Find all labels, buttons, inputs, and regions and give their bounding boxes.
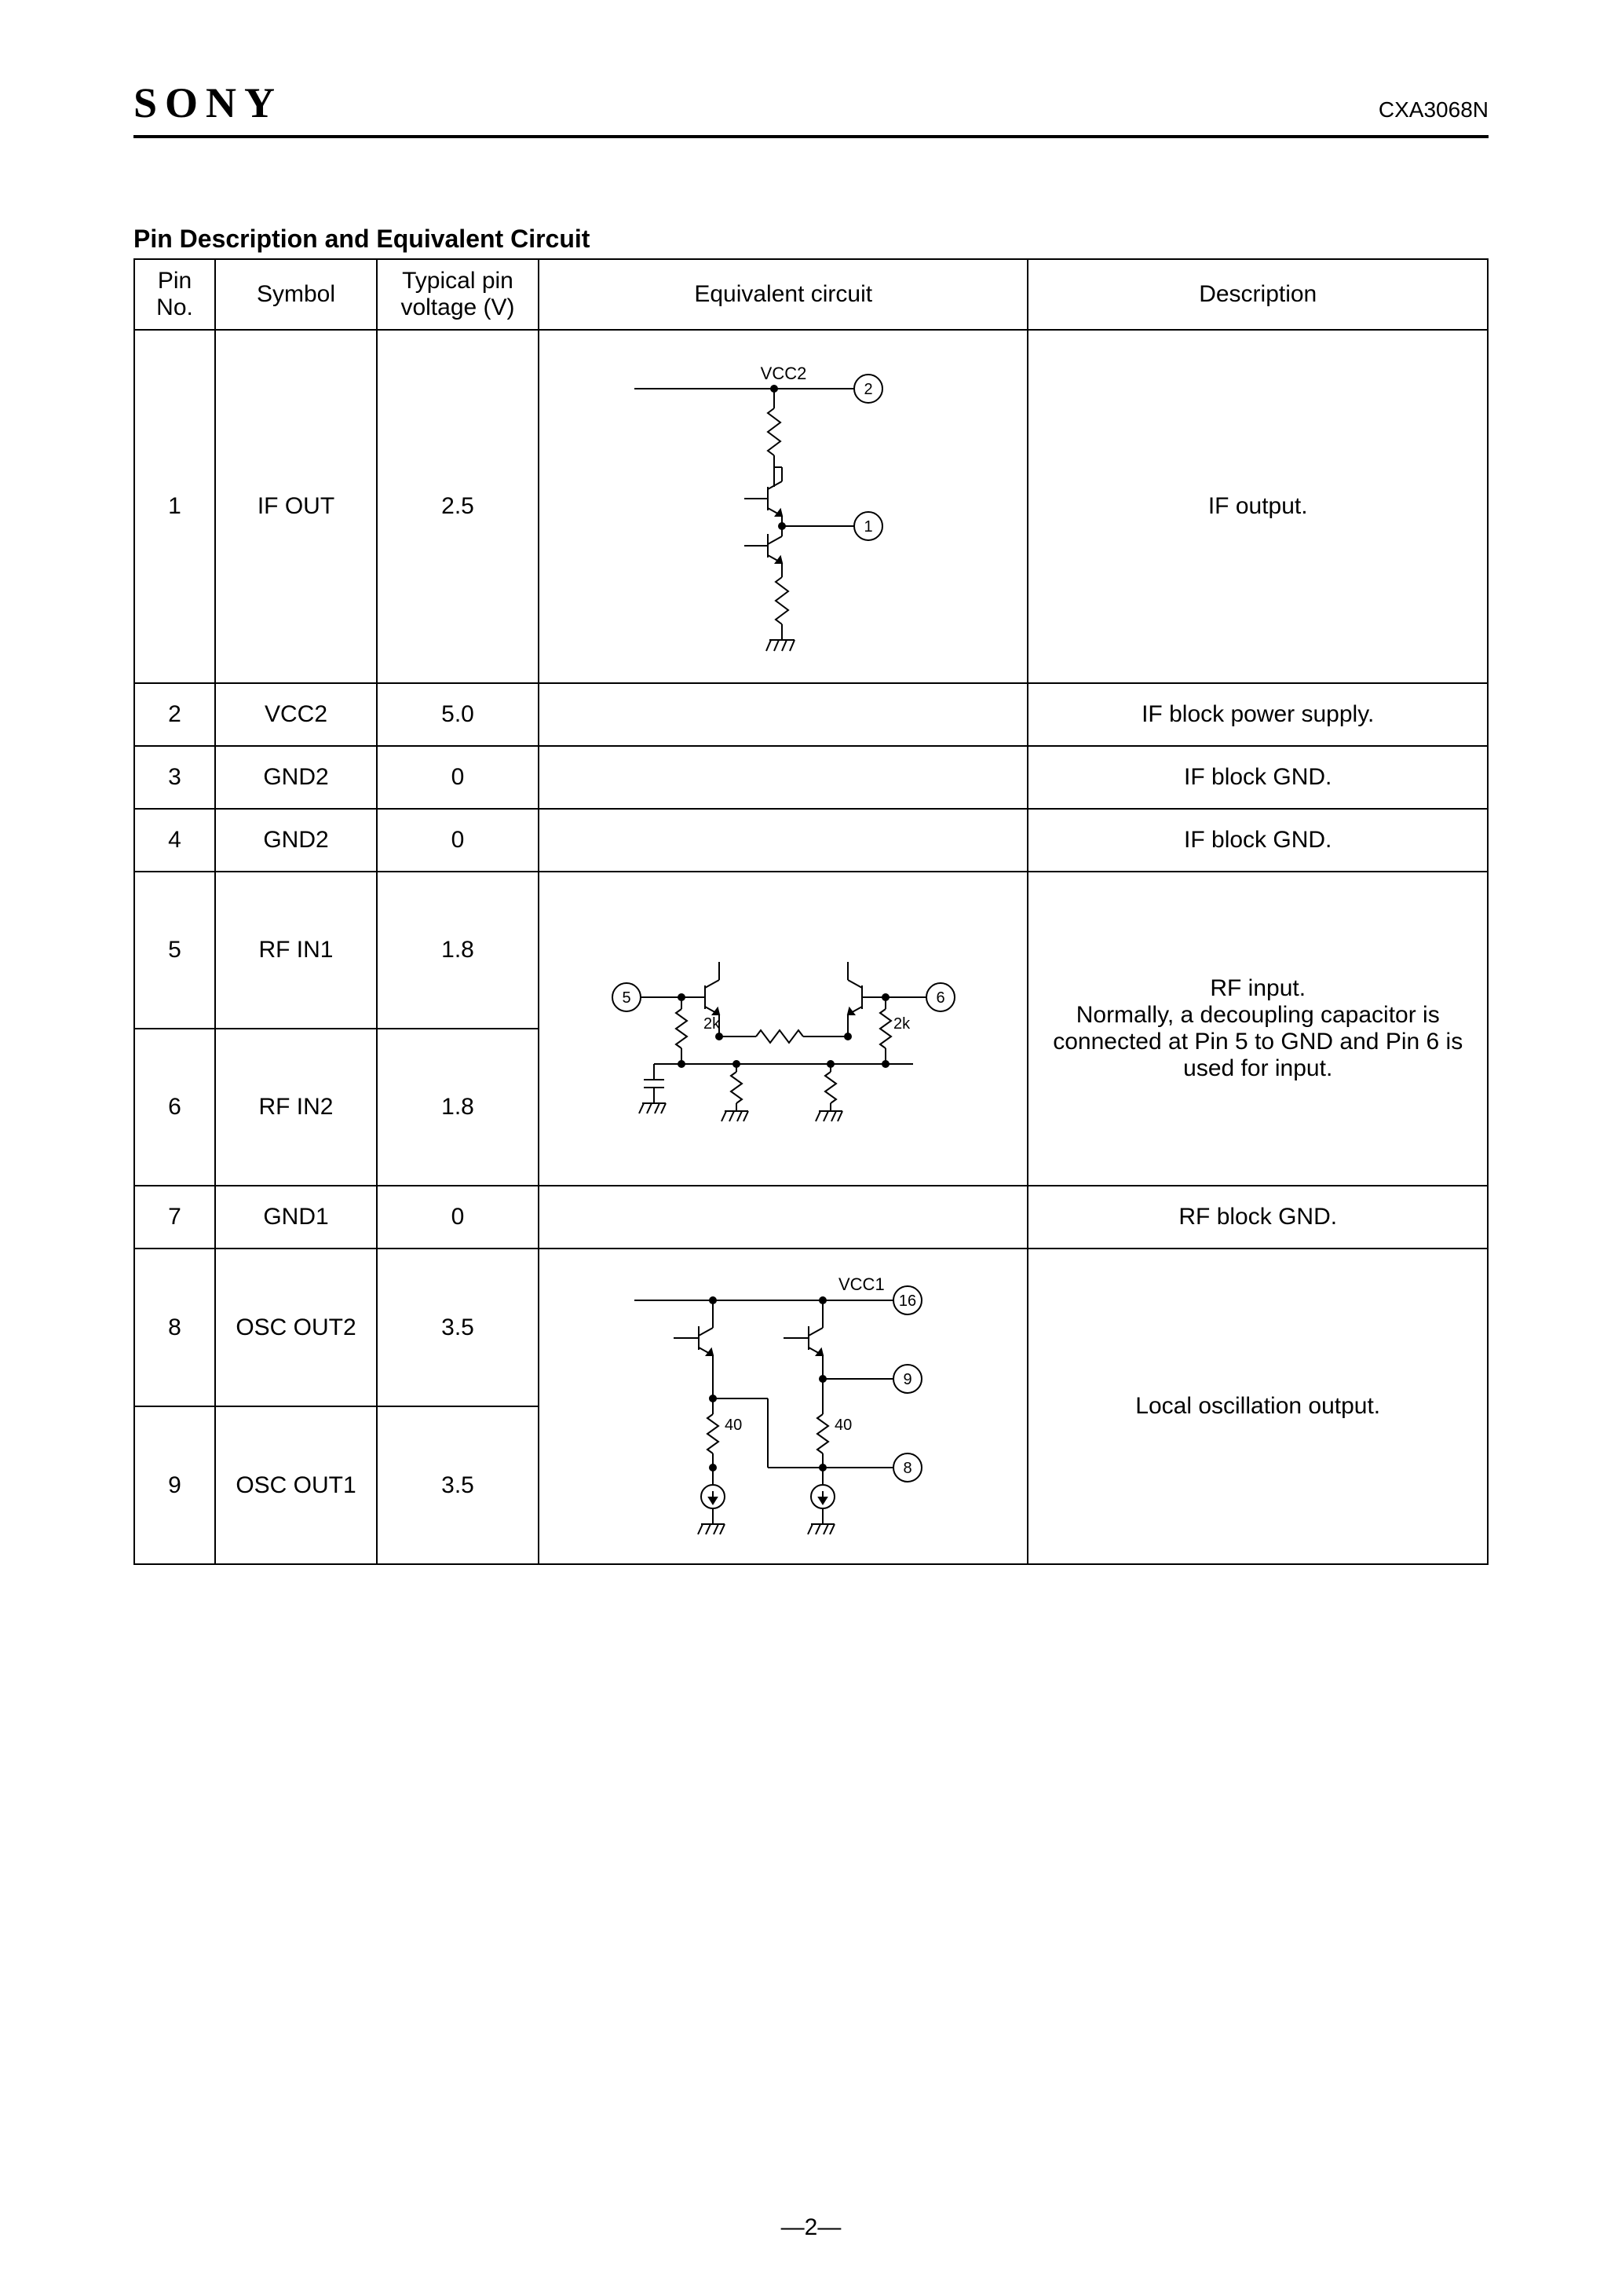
circuit-diagram-1: VCC2 2 1 — [587, 349, 980, 664]
col-symbol: Symbol — [215, 259, 377, 330]
cell-description: RF input. Normally, a decoupling capacit… — [1028, 872, 1488, 1186]
cell-pin: 4 — [134, 809, 215, 872]
cell-symbol: OSC OUT1 — [215, 1406, 377, 1564]
cell-voltage: 1.8 — [377, 1029, 539, 1186]
cell-circuit: VCC1 16 9 8 40 40 — [539, 1249, 1028, 1564]
cell-circuit — [539, 746, 1028, 809]
col-voltage-l1: Typical pin — [402, 268, 513, 294]
cell-circuit: VCC2 2 1 — [539, 330, 1028, 683]
cell-voltage: 1.8 — [377, 872, 539, 1029]
circuit-diagram-5-6: 5 6 2k 2k — [579, 919, 988, 1139]
col-pin-no-l2: No. — [156, 294, 193, 320]
table-row: 3 GND2 0 IF block GND. — [134, 746, 1488, 809]
cell-voltage: 0 — [377, 746, 539, 809]
cell-voltage: 5.0 — [377, 683, 539, 746]
table-header-row: Pin No. Symbol Typical pin voltage (V) E… — [134, 259, 1488, 330]
col-voltage: Typical pin voltage (V) — [377, 259, 539, 330]
cell-pin: 3 — [134, 746, 215, 809]
pin-8-label: 8 — [903, 1460, 911, 1477]
cell-voltage: 3.5 — [377, 1406, 539, 1564]
pin-1-label: 1 — [864, 518, 872, 536]
cell-description: RF block GND. — [1028, 1186, 1488, 1249]
table-row: 4 GND2 0 IF block GND. — [134, 809, 1488, 872]
pin-9-label: 9 — [903, 1371, 911, 1388]
col-equiv-circuit: Equivalent circuit — [539, 259, 1028, 330]
table-row: 2 VCC2 5.0 IF block power supply. — [134, 683, 1488, 746]
description-text: RF input. Normally, a decoupling capacit… — [1053, 975, 1463, 1081]
cell-symbol: GND1 — [215, 1186, 377, 1249]
pin-5-label: 5 — [622, 989, 630, 1007]
col-description: Description — [1028, 259, 1488, 330]
page: SONY CXA3068N Pin Description and Equiva… — [0, 0, 1622, 2296]
cell-description: IF block GND. — [1028, 809, 1488, 872]
r-2k-right: 2k — [893, 1015, 911, 1033]
table-row: 1 IF OUT 2.5 — [134, 330, 1488, 683]
page-number: —2— — [0, 2214, 1622, 2241]
r-40-right: 40 — [835, 1417, 852, 1434]
cell-symbol: VCC2 — [215, 683, 377, 746]
vcc2-label: VCC2 — [760, 364, 806, 383]
table-row: 5 RF IN1 1.8 — [134, 872, 1488, 1029]
cell-voltage: 3.5 — [377, 1249, 539, 1406]
pin-table: Pin No. Symbol Typical pin voltage (V) E… — [133, 258, 1489, 1565]
col-pin-no: Pin No. — [134, 259, 215, 330]
cell-pin: 6 — [134, 1029, 215, 1186]
cell-pin: 7 — [134, 1186, 215, 1249]
vcc1-label: VCC1 — [838, 1274, 885, 1294]
cell-pin: 5 — [134, 872, 215, 1029]
r-40-left: 40 — [725, 1417, 742, 1434]
cell-voltage: 0 — [377, 1186, 539, 1249]
brand-logo: SONY — [133, 79, 283, 127]
cell-symbol: OSC OUT2 — [215, 1249, 377, 1406]
header: SONY CXA3068N — [133, 79, 1489, 138]
cell-symbol: RF IN2 — [215, 1029, 377, 1186]
cell-pin: 9 — [134, 1406, 215, 1564]
part-number: CXA3068N — [1379, 97, 1489, 122]
cell-circuit — [539, 809, 1028, 872]
section-title: Pin Description and Equivalent Circuit — [133, 225, 1489, 254]
r-2k-left: 2k — [703, 1015, 721, 1033]
cell-circuit — [539, 683, 1028, 746]
table-row: 8 OSC OUT2 3.5 — [134, 1249, 1488, 1406]
table-row: 7 GND1 0 RF block GND. — [134, 1186, 1488, 1249]
circuit-diagram-8-9: VCC1 16 9 8 40 40 — [579, 1257, 988, 1556]
pin-6-label: 6 — [936, 989, 944, 1007]
cell-description: Local oscillation output. — [1028, 1249, 1488, 1564]
cell-circuit — [539, 1186, 1028, 1249]
cell-symbol: GND2 — [215, 746, 377, 809]
cell-voltage: 0 — [377, 809, 539, 872]
cell-description: IF output. — [1028, 330, 1488, 683]
cell-circuit: 5 6 2k 2k — [539, 872, 1028, 1186]
col-pin-no-l1: Pin — [158, 268, 192, 294]
cell-description: IF block GND. — [1028, 746, 1488, 809]
cell-pin: 2 — [134, 683, 215, 746]
col-voltage-l2: voltage (V) — [400, 294, 514, 320]
cell-pin: 8 — [134, 1249, 215, 1406]
cell-symbol: RF IN1 — [215, 872, 377, 1029]
cell-symbol: GND2 — [215, 809, 377, 872]
cell-description: IF block power supply. — [1028, 683, 1488, 746]
pin-2-label: 2 — [864, 381, 872, 398]
cell-symbol: IF OUT — [215, 330, 377, 683]
pin-16-label: 16 — [899, 1292, 916, 1310]
cell-pin: 1 — [134, 330, 215, 683]
cell-voltage: 2.5 — [377, 330, 539, 683]
